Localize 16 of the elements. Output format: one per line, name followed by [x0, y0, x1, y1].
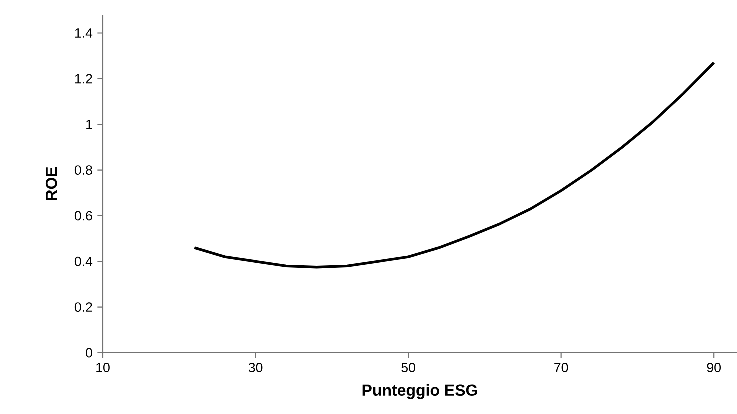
y-axis-title: ROE [46, 167, 58, 200]
x-tick-label: 30 [248, 363, 263, 372]
y-tick-label: 1 [86, 120, 92, 130]
x-tick-label: 90 [707, 363, 721, 372]
y-tick-label: 0.4 [74, 256, 93, 266]
y-tick-label: 0 [86, 348, 92, 358]
x-tick-label: 70 [554, 363, 568, 372]
y-tick-label: 1.4 [75, 28, 93, 38]
x-axis-title: Punteggio ESG [362, 384, 478, 400]
x-tick-label: 10 [96, 363, 110, 372]
y-tick-label: 0.6 [74, 211, 92, 221]
y-tick-label: 0.2 [74, 302, 92, 312]
y-tick-label: 0.8 [74, 166, 92, 176]
x-tick-label: 50 [402, 363, 416, 372]
y-tick-label: 1.2 [75, 74, 92, 84]
line-series [193, 62, 716, 269]
